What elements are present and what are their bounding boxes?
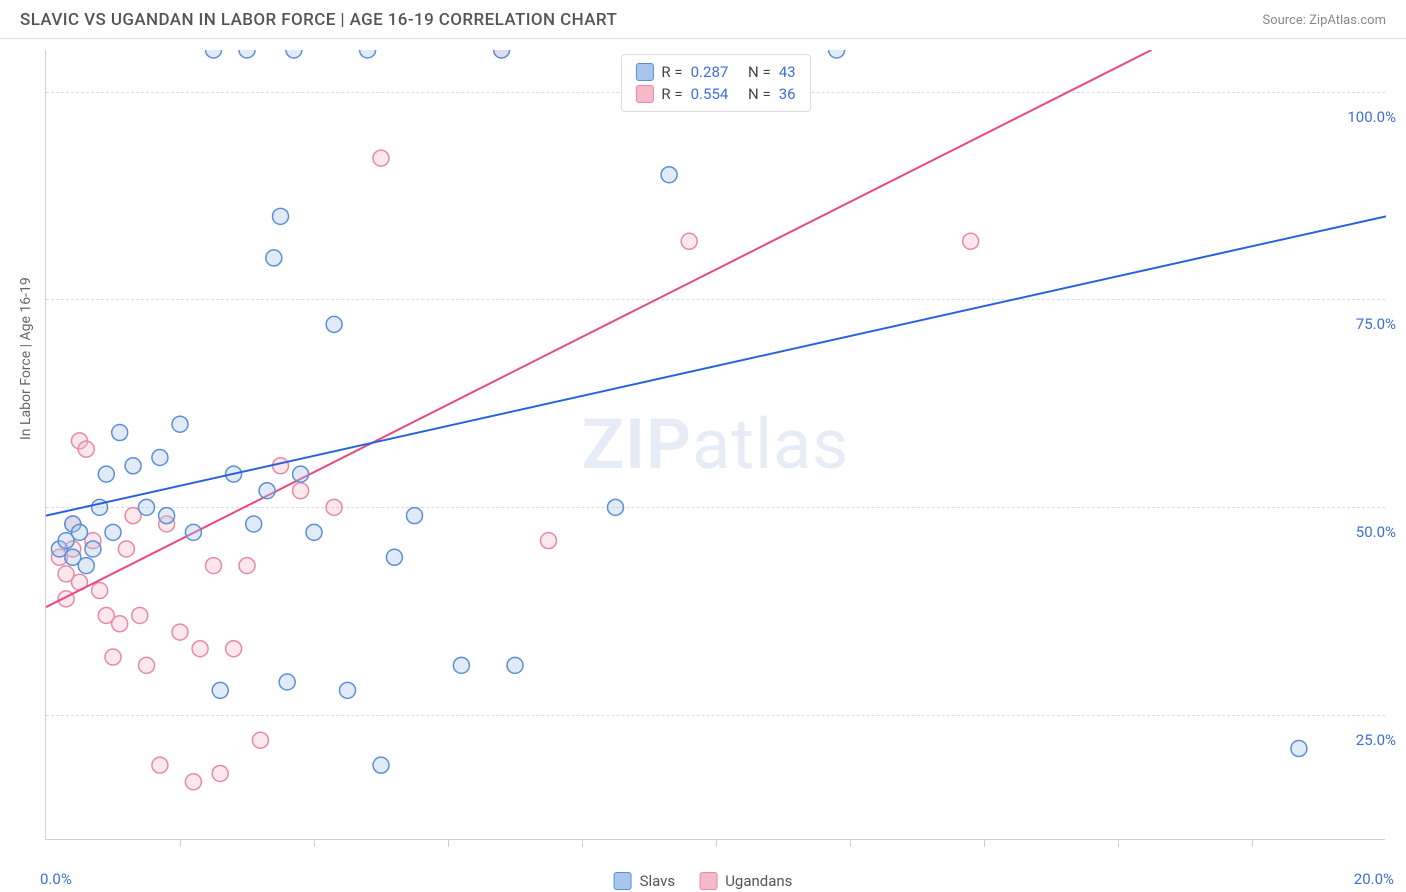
swatch-slavs (635, 63, 653, 81)
n-value-slavs: 43 (779, 63, 796, 81)
stats-row-slavs: R = 0.287 N = 43 (635, 61, 795, 83)
x-tick-label-min: 0.0% (40, 870, 72, 888)
legend-slavs: Slavs (614, 872, 676, 890)
stats-row-ugandans: R = 0.554 N = 36 (635, 83, 795, 105)
n-value-ugandans: 36 (779, 85, 796, 103)
header: SLAVIC VS UGANDAN IN LABOR FORCE | AGE 1… (0, 0, 1406, 39)
r-value-slavs: 0.287 (691, 63, 729, 81)
legend-label-slavs: Slavs (640, 872, 676, 890)
swatch-ugandans-footer (699, 872, 717, 890)
y-tick-label: 25.0% (1356, 731, 1396, 749)
r-value-ugandans: 0.554 (691, 85, 729, 103)
y-tick-label: 50.0% (1356, 523, 1396, 541)
n-label: N = (748, 85, 771, 103)
x-tick-label-max: 20.0% (1354, 870, 1394, 888)
legend-ugandans: Ugandans (699, 872, 792, 890)
r-label: R = (661, 63, 682, 81)
y-tick-label: 100.0% (1347, 108, 1396, 126)
legend-label-ugandans: Ugandans (725, 872, 792, 890)
y-axis-label: In Labor Force | Age 16-19 (18, 277, 34, 440)
swatch-ugandans (635, 85, 653, 103)
r-label: R = (661, 85, 682, 103)
source-label: Source: ZipAtlas.com (1262, 13, 1386, 28)
y-tick-label: 75.0% (1356, 315, 1396, 333)
footer-legend: Slavs Ugandans (614, 872, 793, 890)
chart-container: SLAVIC VS UGANDAN IN LABOR FORCE | AGE 1… (0, 0, 1406, 892)
swatch-slavs-footer (614, 872, 632, 890)
chart-title: SLAVIC VS UGANDAN IN LABOR FORCE | AGE 1… (20, 10, 617, 30)
n-label: N = (748, 63, 771, 81)
plot-area: ZIPatlas R = 0.287 N = 43 R = 0.554 N = … (45, 50, 1385, 840)
stats-box: R = 0.287 N = 43 R = 0.554 N = 36 (620, 54, 810, 112)
scatter-svg (46, 50, 1386, 840)
